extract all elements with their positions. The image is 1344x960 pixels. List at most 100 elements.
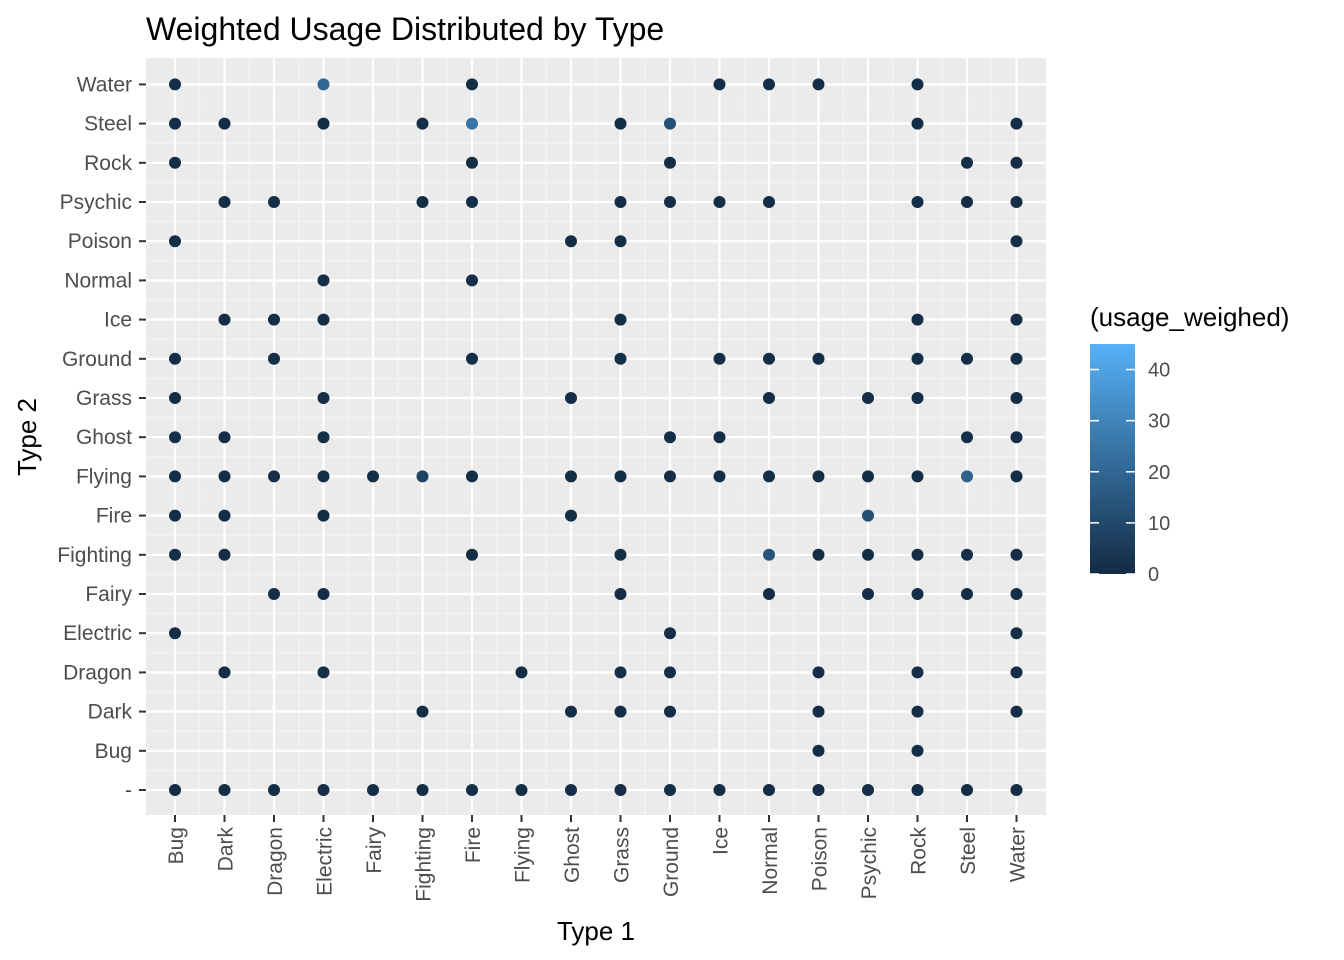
data-point (466, 352, 478, 365)
y-tick-label: Grass (76, 387, 132, 410)
data-point (961, 470, 973, 483)
data-point (565, 392, 577, 404)
data-point (416, 196, 429, 208)
y-tick-label: Fairy (85, 583, 132, 606)
data-point (763, 588, 775, 600)
y-tick-label: Normal (64, 269, 132, 292)
data-point (862, 470, 874, 483)
data-point (416, 117, 429, 130)
data-point (317, 470, 330, 483)
data-point (911, 117, 924, 130)
data-point (169, 548, 181, 561)
data-point (466, 274, 478, 287)
data-point (911, 392, 924, 404)
data-point (1010, 666, 1023, 679)
data-point (911, 588, 924, 600)
y-tick-label: Flying (76, 465, 132, 488)
data-point (664, 431, 676, 444)
data-point (812, 784, 825, 796)
data-point (614, 117, 627, 130)
data-point (911, 548, 924, 561)
y-tick-label: Fighting (57, 544, 132, 567)
data-point (1010, 392, 1023, 404)
data-point (218, 431, 231, 444)
data-point (614, 588, 627, 600)
data-point (268, 352, 280, 365)
data-point (911, 470, 924, 483)
x-tick-label: Poison (809, 827, 832, 891)
x-tick-label: Electric (314, 827, 337, 896)
data-point (317, 431, 330, 444)
data-point (614, 313, 627, 326)
data-point (1010, 156, 1023, 169)
data-point (911, 352, 924, 365)
chart-title: Weighted Usage Distributed by Type (146, 11, 664, 47)
data-point (664, 784, 676, 796)
data-point (763, 548, 775, 561)
data-point (812, 78, 825, 91)
data-point (911, 78, 924, 91)
data-point (713, 196, 726, 208)
data-point (664, 470, 676, 483)
x-tick-label: Grass (611, 827, 634, 883)
data-point (1010, 627, 1023, 640)
color-legend: (usage_weighed) 0 10 20 30 40 (1090, 302, 1289, 586)
data-point (565, 470, 577, 483)
data-point (961, 431, 973, 444)
data-point (911, 744, 924, 757)
legend-tick-label: 20 (1148, 462, 1170, 484)
y-tick-label: Electric (63, 622, 132, 645)
data-point (812, 470, 825, 483)
data-point (317, 274, 330, 287)
data-point (565, 235, 577, 248)
legend-tick-label: 30 (1148, 411, 1170, 433)
data-point (763, 196, 775, 208)
legend-colorbar (1090, 344, 1135, 574)
x-tick-label: Normal (759, 827, 782, 895)
data-point (515, 666, 528, 679)
x-tick-label: Dark (215, 827, 238, 872)
data-point (1010, 588, 1023, 600)
data-point (812, 744, 825, 757)
data-point (268, 196, 280, 208)
data-point (664, 666, 676, 679)
data-point (961, 196, 973, 208)
data-point (169, 784, 181, 796)
data-point (268, 313, 280, 326)
data-point (614, 235, 627, 248)
data-point (614, 548, 627, 561)
data-point (862, 548, 874, 561)
data-point (713, 78, 726, 91)
data-point (218, 117, 231, 130)
x-tick-label: Ground (660, 827, 683, 897)
data-point (317, 78, 330, 91)
data-point (268, 588, 280, 600)
data-point (1010, 548, 1023, 561)
x-tick-label: Bug (165, 827, 188, 864)
data-point (1010, 117, 1023, 130)
y-tick-label: Fire (96, 505, 132, 528)
data-point (367, 784, 379, 796)
data-point (614, 352, 627, 365)
y-tick-label: Dragon (63, 661, 132, 684)
x-tick-label: Fairy (363, 827, 386, 874)
data-point (1010, 431, 1023, 444)
x-tick-label: Steel (957, 827, 980, 875)
data-point (169, 627, 181, 640)
data-point (713, 784, 726, 796)
data-point (416, 705, 429, 718)
legend-ticks: 0 10 20 30 40 (1090, 360, 1170, 586)
data-point (466, 196, 478, 208)
y-tick-label: Dark (88, 701, 133, 724)
data-point (268, 784, 280, 796)
data-point (169, 352, 181, 365)
data-point (763, 784, 775, 796)
gridlines (146, 58, 1046, 815)
y-tick-label: Bug (95, 740, 132, 763)
data-point (664, 117, 676, 130)
data-point (218, 196, 231, 208)
y-tick-label: Steel (84, 113, 132, 136)
data-point (317, 666, 330, 679)
data-point (862, 509, 874, 522)
data-point (812, 666, 825, 679)
